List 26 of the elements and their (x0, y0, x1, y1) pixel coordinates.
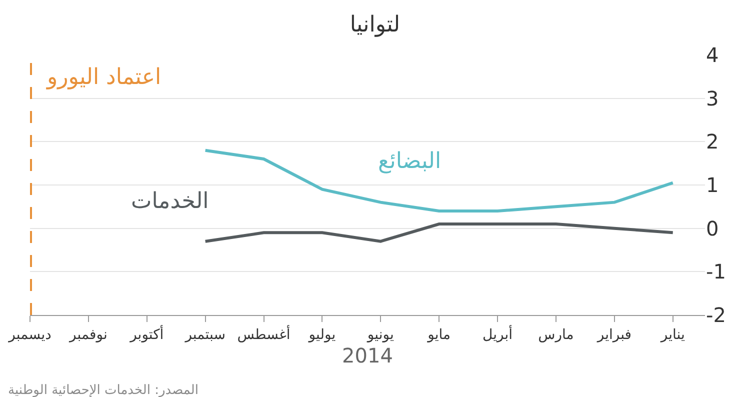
text: المصدر: الخدمات الإحصائية الوطنية (8, 383, 198, 397)
y-tick-label: 3 (706, 86, 719, 110)
line-series (204, 222, 674, 243)
y-tick-label: 4 (706, 43, 719, 67)
x-tick-label: يناير (660, 326, 685, 343)
x-tick-label: أبريل (482, 324, 513, 343)
ref-line-label: اعتماد اليورو (46, 65, 162, 90)
chart-title: لتوانيا (350, 12, 400, 38)
y-tick-label: 2 (706, 130, 719, 154)
series-label: الخدمات (131, 189, 209, 214)
x-tick-label: يونيو (366, 326, 394, 343)
x-tick-label: نوفمبر (68, 326, 108, 343)
x-tick-label: فبراير (596, 326, 632, 343)
x-tick-label: ديسمبر (8, 326, 52, 343)
y-tick-label: 1 (706, 173, 719, 197)
x-axis-title: 2014 (342, 343, 393, 368)
y-tick-label: -2 (706, 303, 726, 327)
x-tick-label: يوليو (308, 326, 336, 343)
series-label: البضائع (378, 149, 442, 174)
x-tick-label: أغسطس (237, 324, 290, 343)
x-tick-label: سبتمبر (184, 326, 226, 343)
x-tick-label: مارس (538, 326, 574, 343)
x-tick-label: أكتوبر (129, 324, 164, 343)
y-tick-label: 0 (706, 216, 719, 240)
y-tick-label: -1 (706, 260, 726, 284)
x-tick-label: مايو (426, 326, 451, 343)
